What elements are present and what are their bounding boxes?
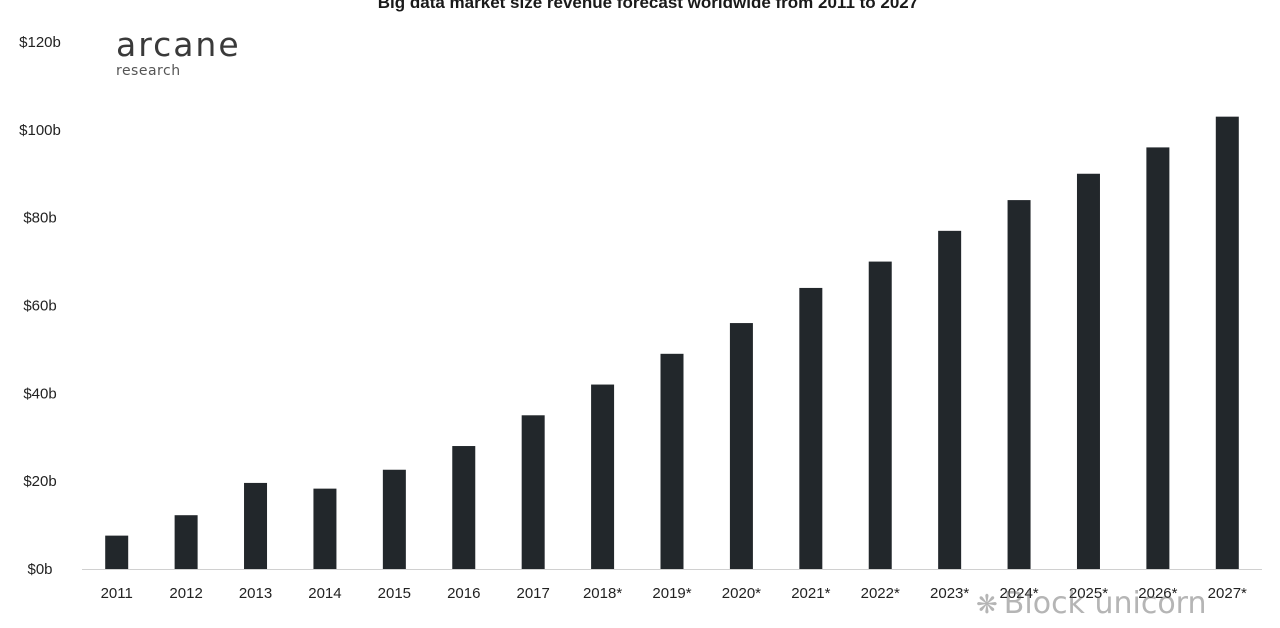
bar-2016 [452, 446, 476, 569]
y-tick-label: $20b [23, 473, 56, 490]
y-tick-label: $120b [19, 34, 61, 51]
x-tick-label: 2020* [722, 585, 761, 602]
x-tick-label: 2022* [861, 585, 900, 602]
bar-2022 [868, 261, 892, 569]
arcane-research-logo: arcane research [116, 28, 241, 79]
y-tick-label: $60b [23, 298, 56, 315]
bar-2020 [729, 323, 753, 569]
bar-2013 [244, 482, 268, 569]
x-tick-label: 2018* [583, 585, 622, 602]
x-tick-label: 2025* [1069, 585, 1108, 602]
y-tick-label: $40b [23, 385, 56, 402]
x-tick-label: 2017 [516, 585, 549, 602]
x-tick-label: 2012 [169, 585, 202, 602]
bar-2023 [938, 230, 962, 569]
bar-2017 [521, 415, 545, 569]
bar-2025 [1076, 173, 1100, 569]
y-tick-label: $80b [23, 210, 56, 227]
y-tick-label: $0b [27, 561, 52, 578]
x-tick-label: 2019* [652, 585, 691, 602]
bar-2027 [1215, 116, 1239, 570]
watermark-text: Block unicorn [1003, 586, 1207, 621]
x-tick-label: 2011 [101, 585, 133, 602]
x-tick-label: 2021* [791, 585, 830, 602]
bar-2011 [105, 535, 129, 569]
bar-2019 [660, 353, 684, 569]
x-tick-label: 2013 [239, 585, 272, 602]
brand-name: arcane [116, 25, 241, 64]
bar-2015 [382, 469, 406, 569]
x-tick-label: 2024* [999, 585, 1038, 602]
bar-2014 [313, 488, 337, 569]
x-tick-label: 2023* [930, 585, 969, 602]
chart-title: Big data market size revenue forecast wo… [377, 0, 919, 12]
x-tick-label: 2016 [447, 585, 480, 602]
x-tick-label: 2014 [308, 585, 341, 602]
x-tick-label: 2015 [378, 585, 411, 602]
y-tick-label: $100b [19, 122, 61, 139]
watermark: ❋ Block unicorn [976, 586, 1207, 621]
wechat-icon: ❋ [976, 590, 998, 620]
x-tick-label: 2026* [1138, 585, 1177, 602]
bar-2026 [1146, 147, 1170, 569]
bar-2012 [174, 515, 198, 569]
bar-2021 [799, 287, 823, 569]
x-tick-label: 2027* [1208, 585, 1247, 602]
brand-subtitle: research [116, 63, 181, 79]
bar-2018 [591, 384, 615, 569]
bar-2024 [1007, 200, 1031, 569]
